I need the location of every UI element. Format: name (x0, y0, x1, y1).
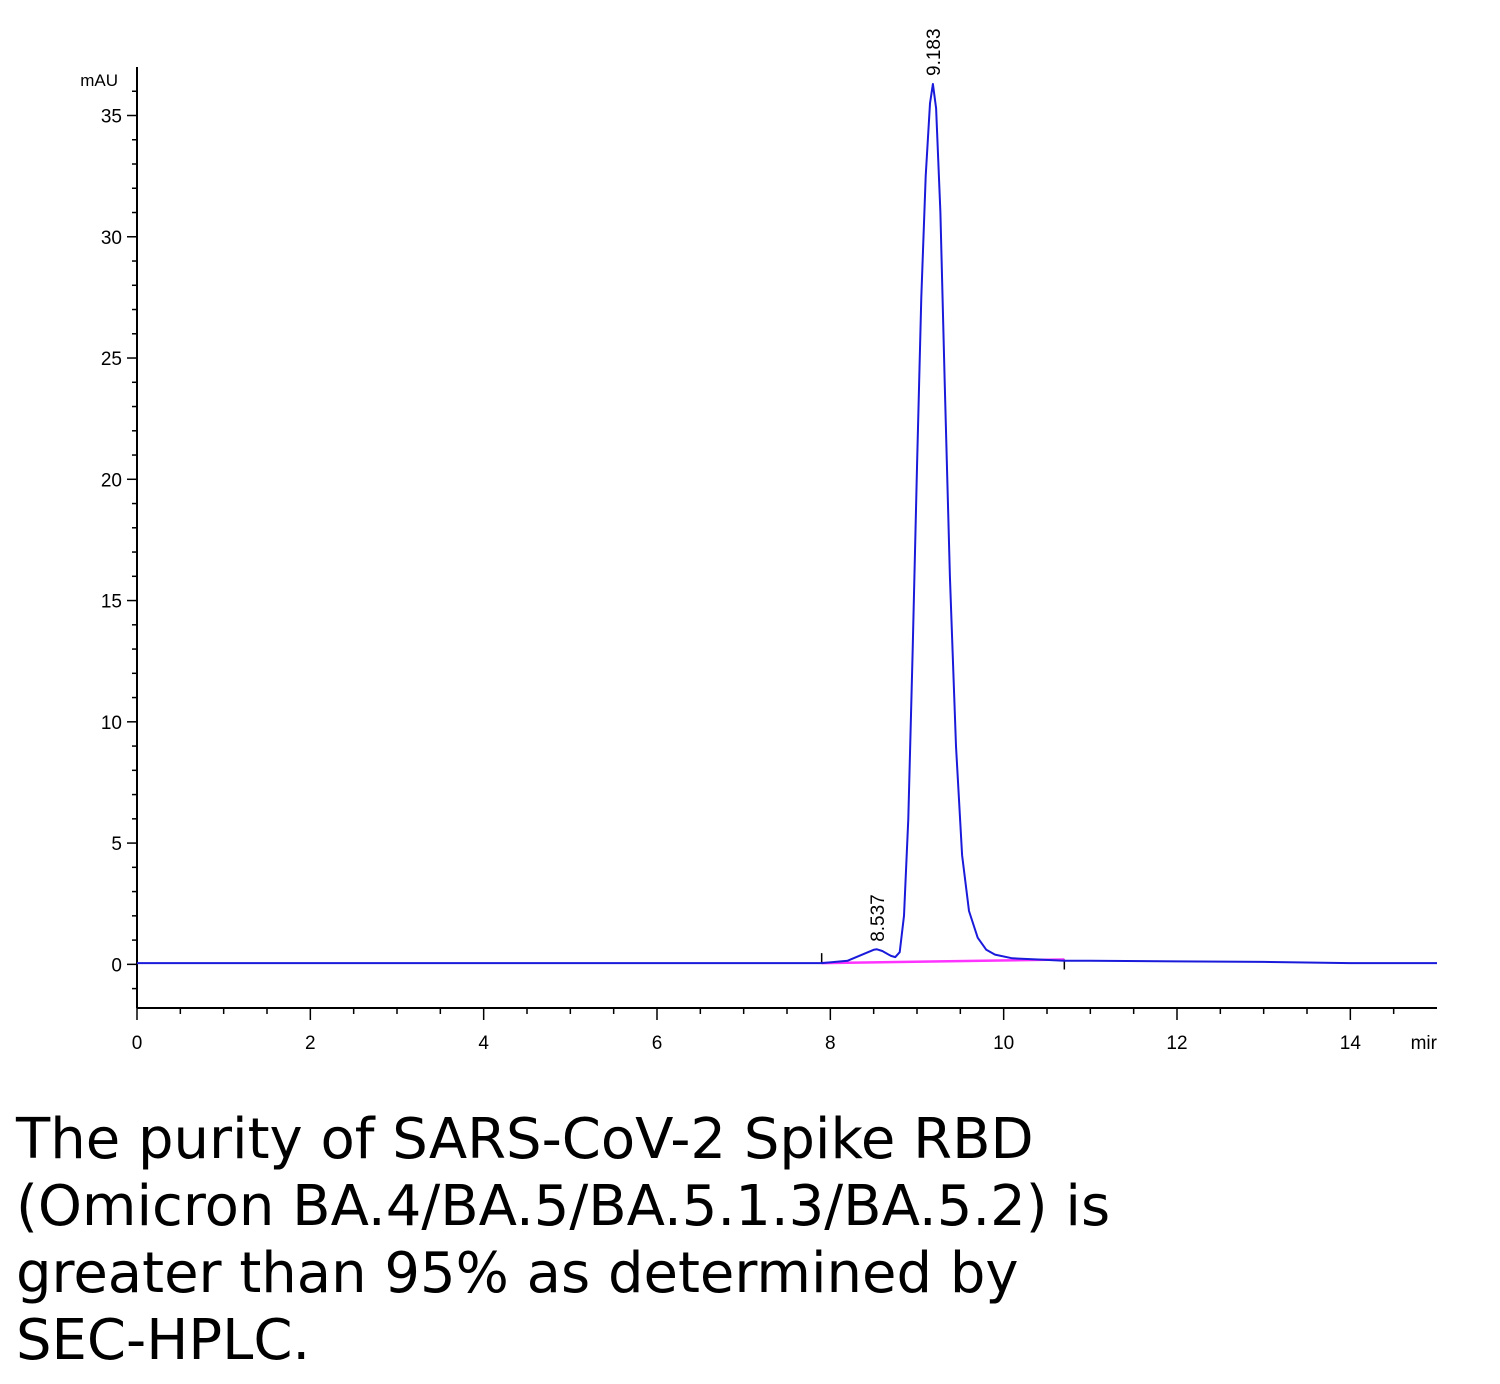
chromatogram-chart: 0 5 10 15 20 25 30 35 mAU 0 2 4 6 8 10 12 14 mir 8.537 9.18… (80, 28, 1438, 1054)
y-tick-label: 35 (101, 107, 122, 128)
y-tick-label: 25 (101, 349, 122, 370)
x-tick-label: 10 (993, 1033, 1014, 1054)
x-axis-label: mir (1411, 1033, 1438, 1054)
x-tick-label: 8 (825, 1033, 836, 1054)
x-tick-label: 6 (652, 1033, 663, 1054)
peak-label: 8.537 (868, 894, 889, 942)
x-tick-label: 0 (132, 1033, 143, 1054)
x-tick-label: 14 (1340, 1033, 1362, 1054)
figure-caption: The purity of SARS-CoV-2 Spike RBD (Omic… (16, 1107, 1111, 1373)
x-tick-label: 2 (305, 1033, 316, 1054)
y-tick-label: 30 (101, 228, 122, 249)
y-tick-label: 0 (111, 955, 122, 976)
y-tick-label: 5 (111, 834, 122, 855)
x-tick-label: 4 (478, 1033, 489, 1054)
peak-label: 9.183 (924, 28, 945, 76)
y-tick-label: 15 (101, 592, 122, 613)
chromatogram-svg: 0 5 10 15 20 25 30 35 mAU 0 2 4 6 8 10 12 14 mir 8.537 9.18… (80, 28, 1438, 1054)
signal-trace (137, 83, 1437, 965)
x-tick-label: 12 (1166, 1033, 1187, 1054)
y-axis-label: mAU (80, 71, 118, 90)
integration-baseline (821, 958, 1065, 965)
y-tick-label: 20 (101, 470, 122, 491)
y-tick-label: 10 (101, 713, 122, 734)
